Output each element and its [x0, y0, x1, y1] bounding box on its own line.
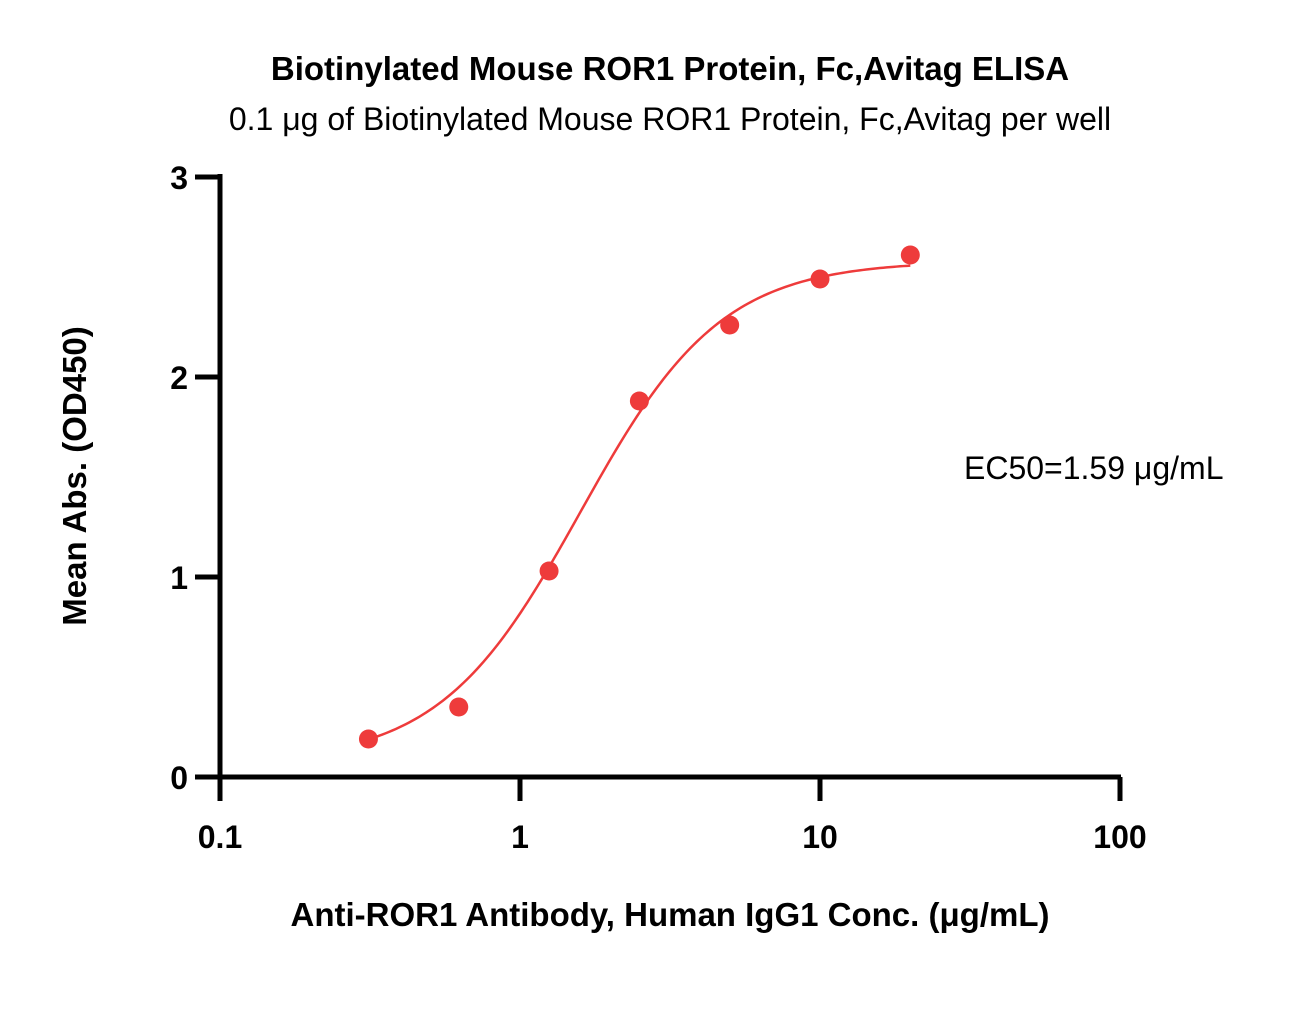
- data-points-layer: [358, 245, 920, 749]
- y-tick-label: 0: [170, 760, 188, 796]
- y-tick-label: 2: [170, 360, 188, 396]
- fit-curve: [368, 264, 911, 741]
- chart-title: Biotinylated Mouse ROR1 Protein, Fc,Avit…: [271, 50, 1069, 87]
- x-tick-label: 10: [802, 819, 838, 855]
- y-axis-label: Mean Abs. (OD450): [56, 326, 93, 626]
- chart-subtitle: 0.1 μg of Biotinylated Mouse ROR1 Protei…: [229, 101, 1111, 137]
- x-tick-label: 1: [511, 819, 529, 855]
- data-point: [900, 245, 920, 265]
- data-point: [629, 391, 649, 411]
- ticks-layer: 0.1 1 10 100 0 1 2 3: [170, 160, 1146, 855]
- data-point: [720, 315, 740, 335]
- data-point: [358, 729, 378, 749]
- ec50-annotation: EC50=1.59 μg/mL: [964, 450, 1223, 486]
- data-point: [539, 561, 559, 581]
- x-axis-label: Anti-ROR1 Antibody, Human IgG1 Conc. (μg…: [291, 896, 1050, 933]
- x-tick-label: 100: [1093, 819, 1146, 855]
- y-tick-label: 1: [170, 560, 188, 596]
- y-tick-label: 3: [170, 160, 188, 196]
- axes: [217, 174, 1121, 780]
- fit-curve-layer: [368, 264, 911, 741]
- data-point: [449, 697, 469, 717]
- data-point: [810, 269, 830, 289]
- x-tick-label: 0.1: [198, 819, 242, 855]
